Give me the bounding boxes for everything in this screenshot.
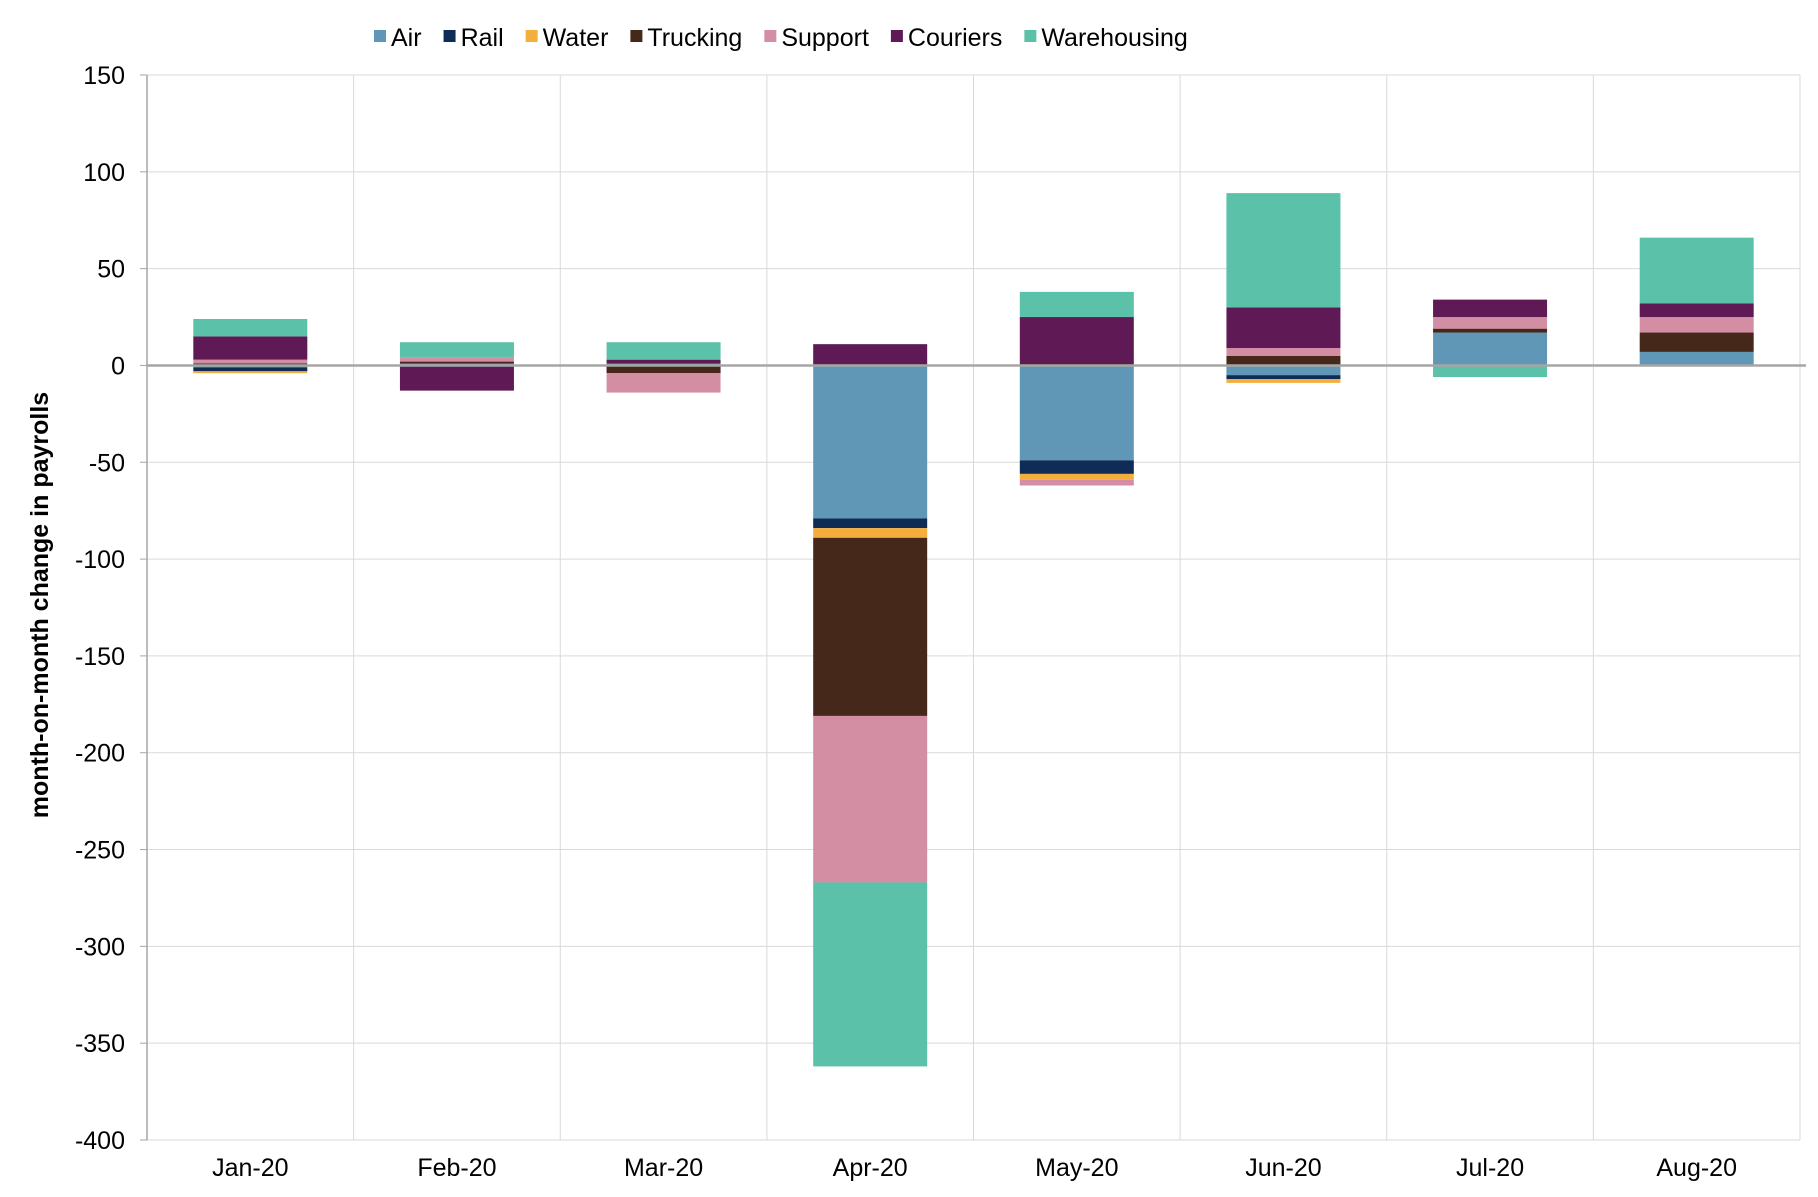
bar-segment-trucking-jul-20 <box>1433 328 1548 333</box>
bar-segment-couriers-mar-20 <box>606 359 721 364</box>
bar-segment-support-jul-20 <box>1433 317 1548 329</box>
x-tick-label: Mar-20 <box>624 1154 703 1182</box>
x-tick-label: Aug-20 <box>1656 1154 1737 1182</box>
bar-segment-warehousing-apr-20 <box>813 882 928 1067</box>
y-tick-label: -400 <box>75 1127 125 1155</box>
bar-segment-support-may-20 <box>1019 479 1134 486</box>
bar-segment-air-jul-20 <box>1433 332 1548 366</box>
bar-segment-trucking-mar-20 <box>606 365 721 374</box>
bar-segment-warehousing-jun-20 <box>1226 193 1341 308</box>
bar-segment-couriers-may-20 <box>1019 317 1134 364</box>
legend-swatch-rail <box>443 30 456 42</box>
bar-segment-couriers-jun-20 <box>1226 307 1341 349</box>
bar-segment-air-apr-20 <box>813 365 928 519</box>
y-tick-label: -100 <box>75 546 125 574</box>
legend-swatch-couriers <box>890 30 903 42</box>
y-tick-label: -350 <box>75 1030 125 1058</box>
x-tick-label: Jun-20 <box>1245 1154 1321 1182</box>
bar-segment-couriers-jan-20 <box>193 336 308 360</box>
bar-segment-water-apr-20 <box>813 528 928 538</box>
legend-label-air: Air <box>391 24 422 52</box>
bar-segment-air-jun-20 <box>1226 365 1341 376</box>
legend-swatch-water <box>525 30 538 42</box>
axes: 150 100 50 0 -50 -100 -150 -200 -250 -300 -350 -400… <box>75 62 1806 1182</box>
x-tick-label: Jan-20 <box>212 1154 288 1182</box>
bar-segment-support-aug-20 <box>1639 317 1754 333</box>
bar-segment-warehousing-jan-20 <box>193 318 308 337</box>
legend-label-water: Water <box>543 24 609 52</box>
bar-segment-trucking-feb-20 <box>399 361 514 364</box>
x-tick-label: Apr-20 <box>833 1154 908 1182</box>
bar-segment-support-apr-20 <box>813 715 928 883</box>
bar-segment-rail-jun-20 <box>1226 375 1341 380</box>
bar-segment-warehousing-mar-20 <box>606 342 721 360</box>
legend-label-rail: Rail <box>461 24 504 52</box>
legend-swatch-air <box>374 30 386 42</box>
y-tick-label: 0 <box>111 352 125 380</box>
bar-segment-rail-apr-20 <box>813 518 928 529</box>
bar-segment-couriers-jul-20 <box>1433 299 1548 318</box>
bar-segment-water-jun-20 <box>1226 379 1341 383</box>
legend: Air Rail Water Trucking Support Couriers Wareh… <box>374 24 1188 52</box>
bar-segment-air-may-20 <box>1019 365 1134 461</box>
y-tick-label: 150 <box>83 62 125 90</box>
bar-segment-support-feb-20 <box>399 357 514 362</box>
bar-segment-couriers-apr-20 <box>813 344 928 366</box>
bar-segment-air-aug-20 <box>1639 351 1754 366</box>
bar-segment-trucking-jun-20 <box>1226 355 1341 366</box>
legend-swatch-trucking <box>630 30 643 42</box>
legend-label-warehousing: Warehousing <box>1041 24 1187 52</box>
bar-segment-water-may-20 <box>1019 473 1134 480</box>
bar-segment-water-jan-20 <box>193 371 308 374</box>
legend-label-trucking: Trucking <box>647 24 742 52</box>
bar-segment-warehousing-aug-20 <box>1639 237 1754 304</box>
y-tick-label: 100 <box>83 159 125 187</box>
bar-segment-warehousing-feb-20 <box>399 342 514 358</box>
grid-lines <box>147 74 1801 1141</box>
x-tick-label: Feb-20 <box>417 1154 496 1182</box>
bar-segment-support-mar-20 <box>606 373 721 393</box>
bar-segment-couriers-aug-20 <box>1639 303 1754 318</box>
bar-segment-warehousing-jul-20 <box>1433 365 1548 378</box>
bar-segment-trucking-apr-20 <box>813 537 928 716</box>
y-tick-label: -200 <box>75 740 125 768</box>
y-tick-label: -250 <box>75 837 125 865</box>
legend-label-support: Support <box>781 24 869 52</box>
bar-segment-warehousing-may-20 <box>1019 291 1134 318</box>
y-axis-label: month-on-month change in payrolls <box>26 392 54 818</box>
y-tick-label: 50 <box>97 256 125 284</box>
bar-segment-support-jun-20 <box>1226 348 1341 356</box>
bar-segment-rail-may-20 <box>1019 460 1134 474</box>
y-tick-label: -300 <box>75 933 125 961</box>
legend-swatch-support <box>764 30 777 42</box>
bar-segment-couriers-feb-20 <box>399 365 514 391</box>
y-tick-label: -150 <box>75 643 125 671</box>
bar-segment-support-jan-20 <box>193 359 308 364</box>
legend-label-couriers: Couriers <box>908 24 1002 52</box>
legend-swatch-warehousing <box>1024 30 1037 42</box>
bar-segment-trucking-aug-20 <box>1639 332 1754 352</box>
x-tick-label: Jul-20 <box>1456 1154 1524 1182</box>
bar-segment-rail-jan-20 <box>193 367 308 372</box>
y-tick-label: -50 <box>89 449 125 477</box>
bars <box>193 193 1754 1067</box>
x-tick-label: May-20 <box>1035 1154 1118 1182</box>
